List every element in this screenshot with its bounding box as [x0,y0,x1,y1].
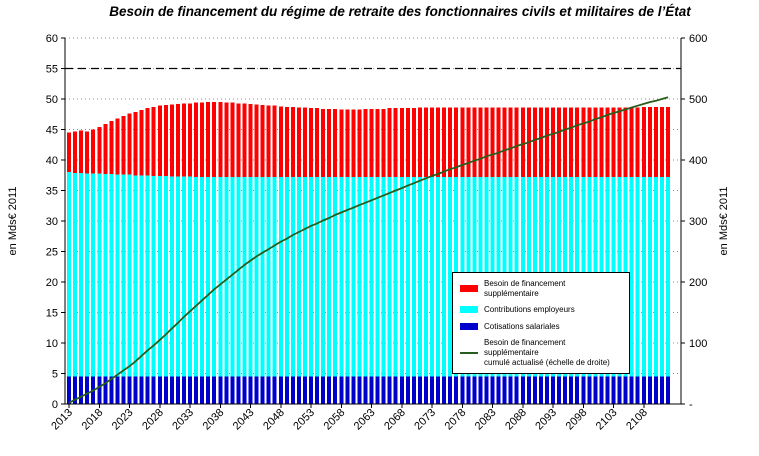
legend-item: Cotisations salariales [460,322,622,332]
svg-text:2028: 2028 [140,407,166,433]
svg-text:2103: 2103 [594,407,620,433]
green-line-swatch-icon [460,351,478,354]
svg-text:100: 100 [689,338,707,350]
svg-text:35: 35 [46,186,58,198]
svg-text:2093: 2093 [533,407,559,433]
svg-text:2023: 2023 [110,407,136,433]
svg-text:2053: 2053 [291,407,317,433]
svg-text:-: - [689,399,693,411]
svg-text:400: 400 [689,155,707,167]
svg-text:40: 40 [46,155,58,167]
svg-text:600: 600 [689,33,707,45]
svg-text:2078: 2078 [443,407,469,433]
chart-legend: Besoin de financement supplémentaire Cont… [452,272,630,375]
svg-text:50: 50 [46,94,58,106]
svg-text:15: 15 [46,308,58,320]
svg-text:300: 300 [689,216,707,228]
svg-text:0: 0 [52,399,58,411]
svg-text:2083: 2083 [473,407,499,433]
svg-text:2043: 2043 [231,407,257,433]
right-axis-title: en Mds€ 2011 [718,187,730,256]
legend-label: Cotisations salariales [484,321,560,331]
svg-text:200: 200 [689,277,707,289]
svg-text:25: 25 [46,247,58,259]
svg-text:2108: 2108 [624,407,650,433]
svg-text:30: 30 [46,216,58,228]
svg-text:2033: 2033 [170,407,196,433]
svg-text:10: 10 [46,338,58,350]
red-bar-swatch-icon [460,285,478,293]
svg-text:2063: 2063 [352,407,378,433]
svg-text:2038: 2038 [201,407,227,433]
svg-text:500: 500 [689,94,707,106]
legend-label: Besoin de financement supplémentaire cum… [484,338,610,367]
svg-text:2018: 2018 [80,407,106,433]
legend-item: Besoin de financement supplémentaire [460,279,622,298]
svg-text:20: 20 [46,277,58,289]
chart-title: Besoin de financement du régime de retra… [109,4,691,19]
svg-text:2058: 2058 [322,407,348,433]
plot-area: 0 5 10 15 20 25 30 35 40 45 50 55 60 - 100 200 300 400 500… [46,33,708,432]
svg-text:2098: 2098 [564,407,590,433]
legend-item: Besoin de financement supplémentaire cum… [460,338,622,367]
left-axis-title: en Mds€ 2011 [7,187,19,256]
svg-text:60: 60 [46,33,58,45]
svg-text:45: 45 [46,125,58,137]
legend-label: Besoin de financement supplémentaire [484,279,566,298]
svg-text:5: 5 [52,369,58,381]
svg-text:2068: 2068 [382,407,408,433]
svg-text:2048: 2048 [261,407,287,433]
legend-label: Contributions employeurs [484,305,575,315]
svg-text:2073: 2073 [412,407,438,433]
cyan-bar-swatch-icon [460,306,478,314]
legend-item: Contributions employeurs [460,305,622,315]
svg-text:2088: 2088 [503,407,529,433]
blue-bar-swatch-icon [460,323,478,331]
svg-text:55: 55 [46,64,58,76]
